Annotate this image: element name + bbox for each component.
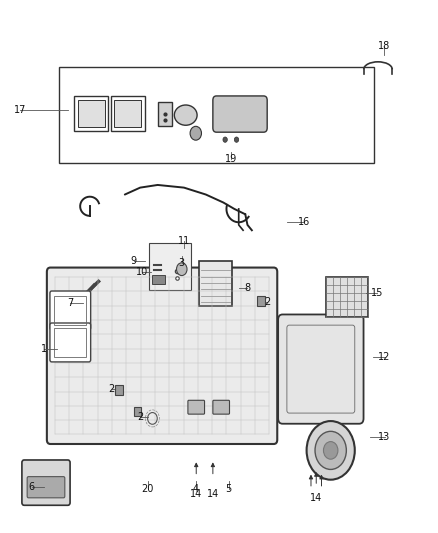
- Bar: [152, 275, 165, 284]
- Bar: [111, 96, 145, 131]
- Circle shape: [177, 263, 187, 276]
- Text: 17: 17: [14, 106, 26, 115]
- FancyBboxPatch shape: [50, 323, 91, 362]
- Bar: [114, 100, 141, 126]
- FancyBboxPatch shape: [22, 460, 70, 505]
- Text: 6: 6: [28, 482, 35, 491]
- FancyBboxPatch shape: [213, 400, 230, 414]
- Text: 15: 15: [371, 288, 383, 298]
- Bar: [149, 243, 191, 290]
- Bar: [257, 296, 265, 306]
- FancyBboxPatch shape: [213, 96, 267, 132]
- Text: 20: 20: [141, 484, 154, 494]
- FancyBboxPatch shape: [47, 268, 277, 444]
- Bar: [78, 100, 105, 126]
- Text: 1: 1: [41, 344, 47, 354]
- Text: 8: 8: [244, 283, 251, 293]
- Circle shape: [315, 431, 346, 470]
- Bar: [326, 277, 368, 317]
- Text: 13: 13: [378, 432, 391, 442]
- Text: 19: 19: [225, 154, 237, 164]
- Bar: [54, 296, 86, 325]
- Circle shape: [234, 137, 239, 142]
- Text: 9: 9: [131, 256, 137, 266]
- Circle shape: [307, 421, 355, 480]
- Bar: [134, 407, 141, 416]
- Text: 18: 18: [378, 42, 390, 51]
- Text: 7: 7: [67, 298, 73, 308]
- Text: 14: 14: [310, 494, 322, 503]
- Bar: [59, 67, 374, 163]
- Circle shape: [190, 126, 201, 140]
- Circle shape: [323, 441, 338, 459]
- Bar: [199, 261, 232, 306]
- Text: 16: 16: [298, 217, 311, 227]
- Ellipse shape: [174, 105, 197, 125]
- Bar: [74, 96, 108, 131]
- FancyBboxPatch shape: [27, 477, 65, 498]
- Text: 14: 14: [190, 489, 202, 499]
- Text: 2: 2: [264, 297, 270, 307]
- FancyBboxPatch shape: [50, 291, 91, 330]
- Text: 11: 11: [178, 236, 190, 246]
- Circle shape: [223, 137, 227, 142]
- Bar: [54, 328, 86, 357]
- Text: 14: 14: [207, 489, 219, 499]
- Text: 3: 3: [179, 259, 185, 268]
- Text: 2: 2: [137, 412, 143, 422]
- Text: 4: 4: [193, 484, 199, 494]
- Bar: [158, 102, 172, 126]
- Text: 10: 10: [136, 267, 148, 277]
- Text: 5: 5: [226, 484, 232, 494]
- Bar: [115, 385, 123, 395]
- Text: 12: 12: [378, 352, 391, 362]
- Text: 2: 2: [109, 384, 115, 394]
- FancyBboxPatch shape: [278, 314, 364, 424]
- FancyBboxPatch shape: [188, 400, 205, 414]
